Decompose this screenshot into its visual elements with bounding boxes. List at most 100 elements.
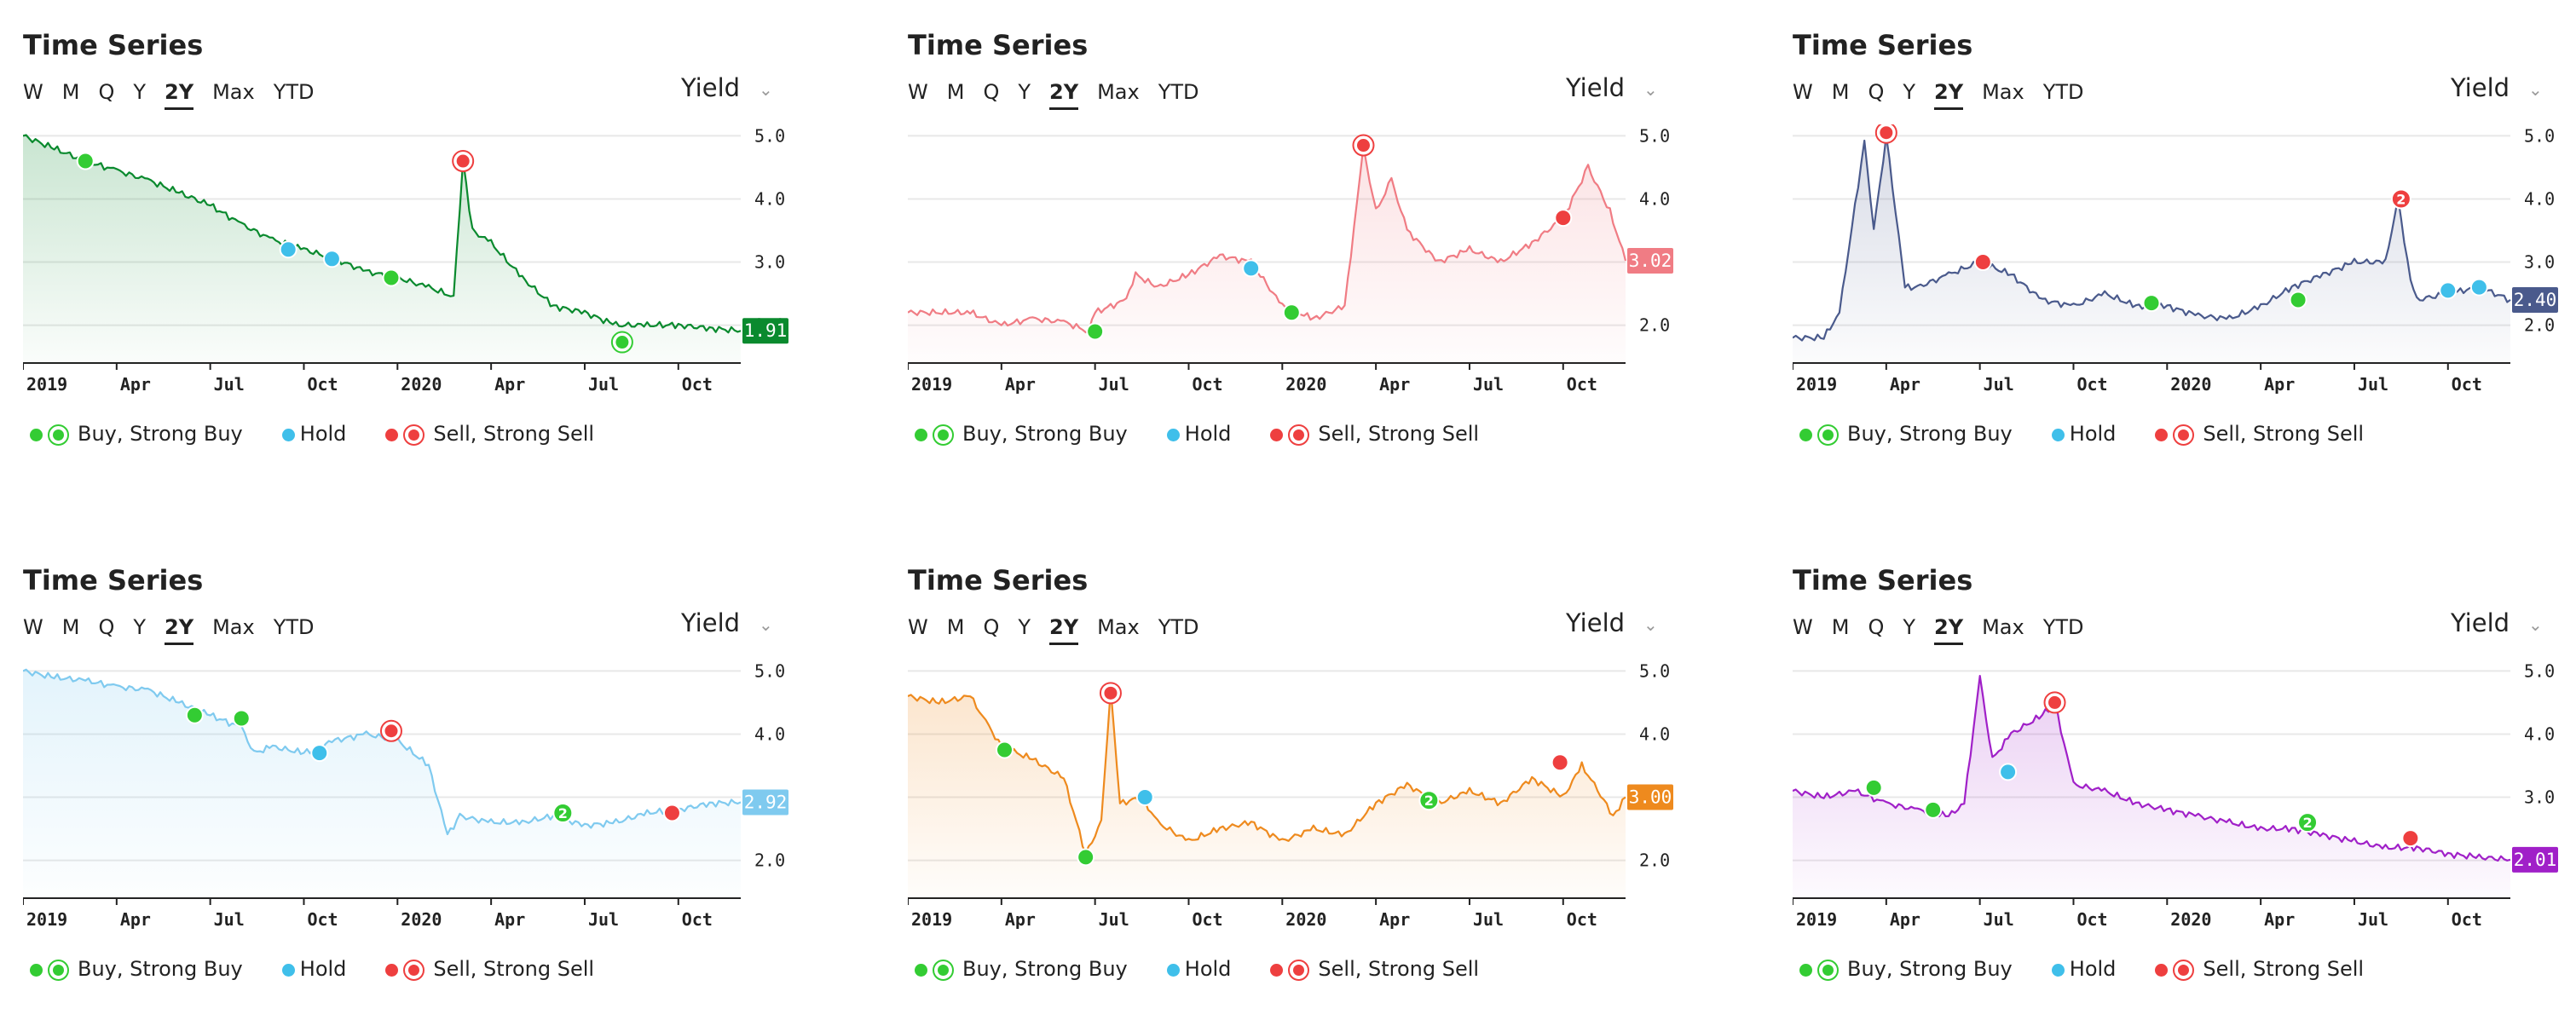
range-option-2y[interactable]: 2Y	[165, 80, 194, 110]
range-option-w[interactable]: W	[23, 80, 43, 104]
legend-label: Buy, Strong Buy	[962, 422, 1128, 446]
legend-item-hold[interactable]: Hold	[1166, 422, 1231, 446]
range-option-max[interactable]: Max	[1982, 80, 2024, 104]
range-option-w[interactable]: W	[1793, 80, 1813, 104]
range-option-ytd[interactable]: YTD	[1158, 80, 1199, 104]
last-value-badge	[2512, 846, 2558, 873]
range-option-w[interactable]: W	[908, 615, 928, 639]
signal-marker-buy[interactable]	[1924, 800, 1943, 819]
signal-marker-hold[interactable]	[1242, 259, 1261, 278]
legend-label: Sell, Strong Sell	[433, 422, 595, 446]
range-option-ytd[interactable]: YTD	[2042, 615, 2084, 639]
range-option-y[interactable]: Y	[1018, 615, 1031, 639]
range-option-2y[interactable]: 2Y	[165, 615, 194, 645]
legend-item-sell[interactable]: Sell, Strong Sell	[385, 422, 594, 446]
range-option-m[interactable]: M	[946, 615, 965, 639]
signal-marker-sell[interactable]	[1554, 209, 1573, 228]
signal-marker-hold[interactable]	[279, 240, 297, 259]
signal-marker-buy[interactable]	[1086, 322, 1105, 341]
range-option-ytd[interactable]: YTD	[273, 80, 315, 104]
range-option-2y[interactable]: 2Y	[1934, 80, 1964, 110]
range-option-q[interactable]: Q	[98, 80, 115, 104]
legend-item-hold[interactable]: Hold	[2051, 957, 2117, 981]
range-option-2y[interactable]: 2Y	[1049, 615, 1079, 645]
legend-item-sell[interactable]: Sell, Strong Sell	[1270, 957, 1479, 981]
metric-dropdown[interactable]: Yield ⌄	[2451, 608, 2543, 637]
legend-item-sell[interactable]: Sell, Strong Sell	[1270, 422, 1479, 446]
legend-item-hold[interactable]: Hold	[2051, 422, 2116, 446]
range-option-q[interactable]: Q	[1868, 615, 1885, 639]
legend-item-buy[interactable]: Buy, Strong Buy	[30, 957, 243, 981]
range-option-q[interactable]: Q	[983, 615, 1000, 639]
signal-marker-buy[interactable]	[1282, 303, 1301, 322]
legend-item-hold[interactable]: Hold	[281, 957, 346, 981]
range-option-w[interactable]: W	[23, 615, 43, 639]
signal-marker-hold[interactable]	[1999, 763, 2018, 781]
signal-marker-buy[interactable]	[382, 268, 401, 287]
legend-item-buy[interactable]: Buy, Strong Buy	[915, 422, 1128, 446]
range-option-y[interactable]: Y	[1903, 615, 1916, 639]
legend-item-sell[interactable]: Sell, Strong Sell	[385, 957, 594, 981]
range-option-m[interactable]: M	[61, 80, 80, 104]
signal-marker-sell[interactable]	[2401, 829, 2420, 848]
range-option-max[interactable]: Max	[212, 80, 255, 104]
range-option-max[interactable]: Max	[212, 615, 255, 639]
legend-item-hold[interactable]: Hold	[1166, 957, 1231, 981]
range-option-w[interactable]: W	[1793, 615, 1813, 639]
range-option-y[interactable]: Y	[133, 80, 147, 104]
range-option-y[interactable]: Y	[133, 615, 147, 639]
signal-marker-buy[interactable]	[1864, 778, 1883, 797]
range-option-q[interactable]: Q	[1868, 80, 1885, 104]
signal-marker-sell[interactable]	[1551, 753, 1569, 772]
signal-marker-buy[interactable]	[2289, 291, 2307, 309]
range-option-w[interactable]: W	[908, 80, 928, 104]
signal-marker-sell[interactable]	[662, 804, 681, 822]
signal-marker-buy[interactable]	[552, 803, 574, 824]
metric-dropdown[interactable]: Yield ⌄	[681, 73, 773, 102]
legend-item-sell[interactable]: Sell, Strong Sell	[2155, 422, 2364, 446]
metric-dropdown[interactable]: Yield ⌄	[1566, 608, 1658, 637]
range-option-q[interactable]: Q	[983, 80, 1000, 104]
signal-marker-sell[interactable]	[2390, 188, 2411, 210]
signal-marker-buy[interactable]	[232, 709, 251, 728]
range-option-q[interactable]: Q	[98, 615, 115, 639]
range-option-y[interactable]: Y	[1018, 80, 1031, 104]
signal-marker-hold[interactable]	[1135, 788, 1154, 807]
signal-marker-buy[interactable]	[1418, 790, 1440, 811]
signal-marker-hold[interactable]	[2469, 278, 2488, 297]
range-option-2y[interactable]: 2Y	[1049, 80, 1079, 110]
legend-item-buy[interactable]: Buy, Strong Buy	[915, 957, 1128, 981]
signal-marker-buy[interactable]	[1077, 848, 1095, 867]
range-option-y[interactable]: Y	[1903, 80, 1916, 104]
legend-item-buy[interactable]: Buy, Strong Buy	[30, 422, 243, 446]
legend-item-buy[interactable]: Buy, Strong Buy	[1799, 957, 2013, 981]
range-option-max[interactable]: Max	[1097, 80, 1140, 104]
range-option-m[interactable]: M	[1831, 80, 1850, 104]
buy-dot-icon	[1799, 428, 1812, 441]
legend-label: Hold	[2069, 957, 2117, 981]
signal-marker-hold[interactable]	[2439, 281, 2458, 300]
range-option-m[interactable]: M	[61, 615, 80, 639]
range-option-ytd[interactable]: YTD	[273, 615, 315, 639]
range-option-max[interactable]: Max	[1982, 615, 2024, 639]
metric-dropdown[interactable]: Yield ⌄	[681, 608, 773, 637]
legend-item-hold[interactable]: Hold	[281, 422, 346, 446]
signal-marker-hold[interactable]	[310, 744, 329, 763]
range-option-2y[interactable]: 2Y	[1934, 615, 1964, 645]
signal-marker-buy[interactable]	[76, 152, 95, 170]
signal-marker-buy[interactable]	[995, 741, 1014, 759]
range-option-ytd[interactable]: YTD	[2042, 80, 2084, 104]
range-option-m[interactable]: M	[1831, 615, 1850, 639]
legend-item-sell[interactable]: Sell, Strong Sell	[2155, 957, 2364, 981]
signal-marker-hold[interactable]	[322, 250, 341, 268]
signal-marker-sell[interactable]	[1973, 253, 1992, 272]
signal-marker-buy[interactable]	[2142, 294, 2161, 313]
metric-dropdown[interactable]: Yield ⌄	[2451, 73, 2543, 102]
signal-marker-buy[interactable]	[185, 706, 204, 724]
range-option-ytd[interactable]: YTD	[1158, 615, 1199, 639]
metric-dropdown[interactable]: Yield ⌄	[1566, 73, 1658, 102]
range-option-max[interactable]: Max	[1097, 615, 1140, 639]
signal-marker-buy[interactable]	[2297, 812, 2319, 833]
legend-item-buy[interactable]: Buy, Strong Buy	[1799, 422, 2013, 446]
range-option-m[interactable]: M	[946, 80, 965, 104]
